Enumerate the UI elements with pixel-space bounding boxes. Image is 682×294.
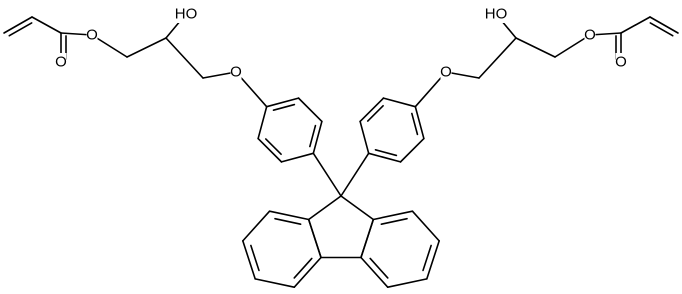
bond [399, 137, 425, 163]
bond [386, 278, 428, 289]
bond [293, 256, 322, 289]
bond [265, 97, 300, 108]
atom-label: HO [485, 6, 508, 23]
label-mask [584, 26, 596, 44]
bond [250, 244, 260, 272]
bond [307, 195, 342, 221]
label-mask [440, 63, 452, 81]
bond [359, 120, 370, 155]
bond [264, 138, 282, 156]
bond [309, 124, 317, 148]
label-mask [86, 26, 98, 44]
bond [372, 210, 414, 221]
atom-label: O [440, 64, 452, 81]
bond [411, 112, 419, 136]
bond [620, 16, 651, 34]
label-mask [176, 5, 196, 23]
bond [478, 37, 517, 79]
atom-label: O [230, 64, 242, 81]
bond [312, 120, 323, 155]
bond [366, 104, 384, 122]
atom-label: HO [175, 6, 198, 23]
bond [254, 278, 296, 289]
bond [367, 152, 402, 163]
bond [515, 37, 556, 58]
atom-label: O [615, 54, 627, 71]
label-mask [55, 53, 67, 71]
label-mask [615, 53, 627, 71]
bond [360, 218, 375, 259]
label-mask [230, 63, 242, 81]
bond [257, 105, 268, 140]
bond [340, 152, 370, 197]
bond [382, 97, 417, 108]
bond [31, 16, 62, 34]
bond [307, 218, 322, 259]
bond [274, 217, 302, 225]
bond [242, 240, 256, 280]
bond [257, 137, 283, 163]
bond [312, 152, 342, 197]
bond [426, 240, 440, 280]
bond [369, 257, 389, 279]
atom-label: O [55, 54, 67, 71]
bond [91, 34, 128, 58]
bonds [3, 13, 679, 289]
bond [8, 22, 33, 37]
bond [126, 37, 167, 58]
bond [422, 244, 432, 272]
bond [340, 195, 375, 221]
bond [359, 97, 385, 123]
atom-labels: O O HO O O O HO O [55, 5, 627, 81]
bond [649, 22, 674, 37]
bond [411, 210, 440, 242]
bond [297, 97, 323, 123]
bond [554, 34, 591, 58]
atom-label: O [584, 27, 596, 44]
bond [165, 37, 204, 79]
bond [268, 210, 310, 221]
bond [649, 16, 679, 34]
bond [242, 210, 271, 242]
bond [374, 149, 398, 157]
bond [414, 105, 425, 140]
label-mask [486, 5, 506, 23]
bond [360, 256, 389, 289]
bond [293, 257, 313, 279]
atom-label: O [86, 27, 98, 44]
bond [280, 152, 315, 163]
bond [272, 103, 296, 111]
bond [3, 16, 33, 34]
bond [380, 217, 408, 225]
